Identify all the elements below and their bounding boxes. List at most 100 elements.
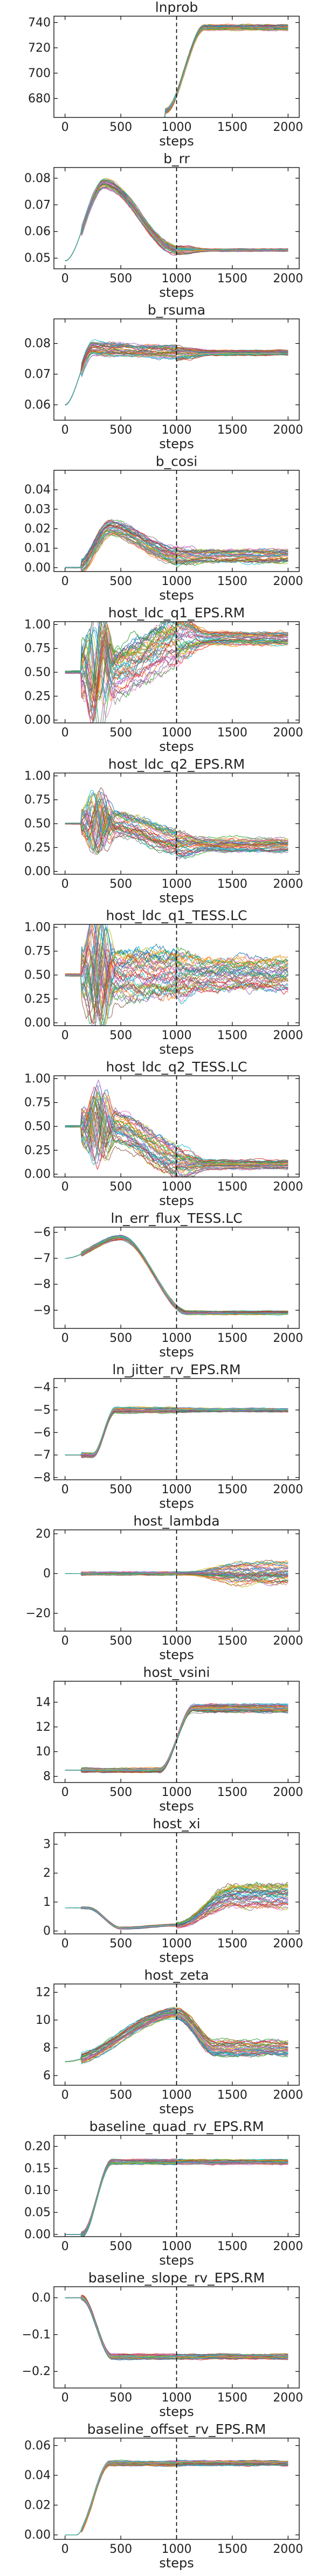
y-tick-label: 3 bbox=[43, 1837, 51, 1851]
walker-trace bbox=[65, 2161, 288, 2234]
trace-chart: host_lambda0 500 1000 1500 2000−20020steps bbox=[0, 1514, 310, 1665]
x-tick-label: 1000 bbox=[162, 1634, 192, 1648]
trace-panel: b_rr 0 500 1000 1500 2000 0.05 0.06 0.07 0.08 step… bbox=[0, 151, 310, 303]
x-tick-label: 0 bbox=[61, 726, 69, 740]
walker-trace bbox=[65, 2161, 288, 2236]
x-tick-label: 1000 bbox=[162, 423, 192, 437]
x-tick-label: 500 bbox=[109, 1786, 132, 1799]
y-tick-label: 0 bbox=[43, 1925, 51, 1938]
panel-title: host_zeta bbox=[144, 1968, 209, 1983]
x-tick-label: 1000 bbox=[162, 1937, 192, 1951]
x-tick-label: 0 bbox=[61, 2240, 69, 2253]
y-tick-label: 0.05 bbox=[24, 252, 51, 265]
y-tick-label: 1 bbox=[43, 1896, 51, 1909]
trace-panel: host_xi 0 500 1000 1500 2000 0 1 2 3 steps bbox=[0, 1816, 310, 1968]
x-tick-label: 2000 bbox=[273, 272, 303, 286]
trace-chart: baseline_slope_rv_EPS.RM0 500 1000 1500 2000… bbox=[0, 2271, 310, 2422]
x-axis-label: steps bbox=[159, 1345, 194, 1360]
x-axis-label: steps bbox=[159, 1799, 194, 1814]
x-tick-label: 500 bbox=[109, 1180, 132, 1194]
x-tick-label: 0 bbox=[61, 1786, 69, 1799]
x-axis-label: steps bbox=[159, 2101, 194, 2117]
y-tick-label: 0.00 bbox=[24, 865, 51, 879]
y-tick-label: 6 bbox=[43, 2069, 51, 2083]
trace-chart: baseline_quad_rv_EPS.RM0 500 1000 1500 20000… bbox=[0, 2119, 310, 2271]
x-axis-label: steps bbox=[159, 285, 194, 300]
x-tick-label: 1000 bbox=[162, 1180, 192, 1194]
y-tick-label: 0.03 bbox=[24, 503, 51, 516]
walker-trace bbox=[65, 2161, 288, 2235]
walker-trace bbox=[65, 1239, 288, 1315]
x-tick-label: 1500 bbox=[217, 1180, 247, 1194]
y-tick-label: 0.25 bbox=[24, 992, 51, 1006]
x-tick-label: 1500 bbox=[217, 2391, 247, 2405]
x-tick-label: 1500 bbox=[217, 575, 247, 588]
x-tick-label: 500 bbox=[109, 878, 132, 891]
walker-trace bbox=[65, 1240, 288, 1313]
y-tick-label: 8 bbox=[43, 1770, 51, 1784]
x-tick-label: 500 bbox=[109, 1634, 132, 1648]
y-tick-label: 14 bbox=[36, 1696, 51, 1709]
walker-trace bbox=[65, 2162, 288, 2235]
y-tick-label: −6 bbox=[33, 1426, 51, 1439]
x-tick-label: 0 bbox=[61, 272, 69, 286]
x-tick-label: 500 bbox=[109, 1937, 132, 1951]
y-tick-label: 0.50 bbox=[24, 817, 51, 831]
x-tick-label: 1000 bbox=[162, 2391, 192, 2405]
x-tick-label: 500 bbox=[109, 726, 132, 740]
trace-chart: host_vsini0 500 1000 1500 20008101214steps bbox=[0, 1665, 310, 1816]
x-axis-label: steps bbox=[159, 890, 194, 906]
x-tick-label: 1500 bbox=[217, 726, 247, 740]
x-tick-label: 0 bbox=[61, 878, 69, 891]
walker-trace bbox=[65, 1239, 288, 1315]
x-axis-label: steps bbox=[159, 2556, 194, 2571]
trace-chart: ln_err_flux_TESS.LC0 500 1000 1500 2000−9−8−… bbox=[0, 1211, 310, 1362]
y-tick-label: 0.25 bbox=[24, 1144, 51, 1157]
x-tick-label: 1000 bbox=[162, 2240, 192, 2253]
trace-chart: host_xi0 500 1000 1500 20000123steps bbox=[0, 1816, 310, 1968]
y-tick-label: −7 bbox=[33, 1449, 51, 1462]
y-tick-label: 700 bbox=[28, 67, 51, 80]
y-tick-label: −7 bbox=[33, 1252, 51, 1265]
panel-title: baseline_offset_rv_EPS.RM bbox=[87, 2422, 266, 2437]
x-axis-label: steps bbox=[159, 588, 194, 603]
y-tick-label: 10 bbox=[36, 1745, 51, 1759]
y-tick-label: 10 bbox=[36, 2014, 51, 2027]
y-tick-label: 0.00 bbox=[24, 1168, 51, 1181]
y-tick-label: 12 bbox=[36, 1721, 51, 1734]
x-axis-label: steps bbox=[159, 1950, 194, 1965]
y-tick-label: 0.02 bbox=[24, 522, 51, 535]
x-tick-label: 0 bbox=[61, 1180, 69, 1194]
trace-panel: lnprob 0 500 1000 1500 2000 680 700 720 740 steps bbox=[0, 0, 310, 151]
y-tick-label: 0.05 bbox=[24, 2206, 51, 2219]
y-tick-label: 0.08 bbox=[24, 172, 51, 185]
x-tick-label: 500 bbox=[109, 1029, 132, 1042]
series-group bbox=[65, 519, 288, 575]
x-tick-label: 1000 bbox=[162, 121, 192, 134]
x-tick-label: 500 bbox=[109, 1332, 132, 1345]
x-tick-label: 1500 bbox=[217, 878, 247, 891]
x-tick-label: 1500 bbox=[217, 423, 247, 437]
x-tick-label: 0 bbox=[61, 423, 69, 437]
x-tick-label: 0 bbox=[61, 121, 69, 134]
trace-panel: host_zeta 0 500 1000 1500 2000 6 8 10 12 steps bbox=[0, 1968, 310, 2119]
walker-trace bbox=[65, 1240, 288, 1315]
x-tick-label: 1000 bbox=[162, 878, 192, 891]
x-tick-label: 1500 bbox=[217, 2088, 247, 2102]
trace-panel: b_rsuma 0 500 1000 1500 2000 0.06 0.07 0.08 steps bbox=[0, 303, 310, 454]
trace-chart: b_cosi0 500 1000 1500 20000.000.010.020.030.… bbox=[0, 454, 310, 605]
y-tick-label: 680 bbox=[28, 92, 51, 106]
x-tick-label: 1000 bbox=[162, 1786, 192, 1799]
y-tick-label: 0.75 bbox=[24, 642, 51, 656]
y-tick-label: 0.00 bbox=[24, 2529, 51, 2542]
trace-chart: ln_jitter_rv_EPS.RM0 500 1000 1500 2000−8−7−… bbox=[0, 1362, 310, 1514]
panel-title: host_ldc_q2_TESS.LC bbox=[106, 1060, 247, 1075]
y-tick-label: −8 bbox=[33, 1278, 51, 1291]
x-axis-label: steps bbox=[159, 436, 194, 451]
x-tick-label: 2000 bbox=[273, 423, 303, 437]
x-tick-label: 1000 bbox=[162, 2088, 192, 2102]
panel-title: host_xi bbox=[153, 1816, 200, 1832]
x-tick-label: 2000 bbox=[273, 1786, 303, 1799]
walker-trace bbox=[65, 2161, 288, 2237]
